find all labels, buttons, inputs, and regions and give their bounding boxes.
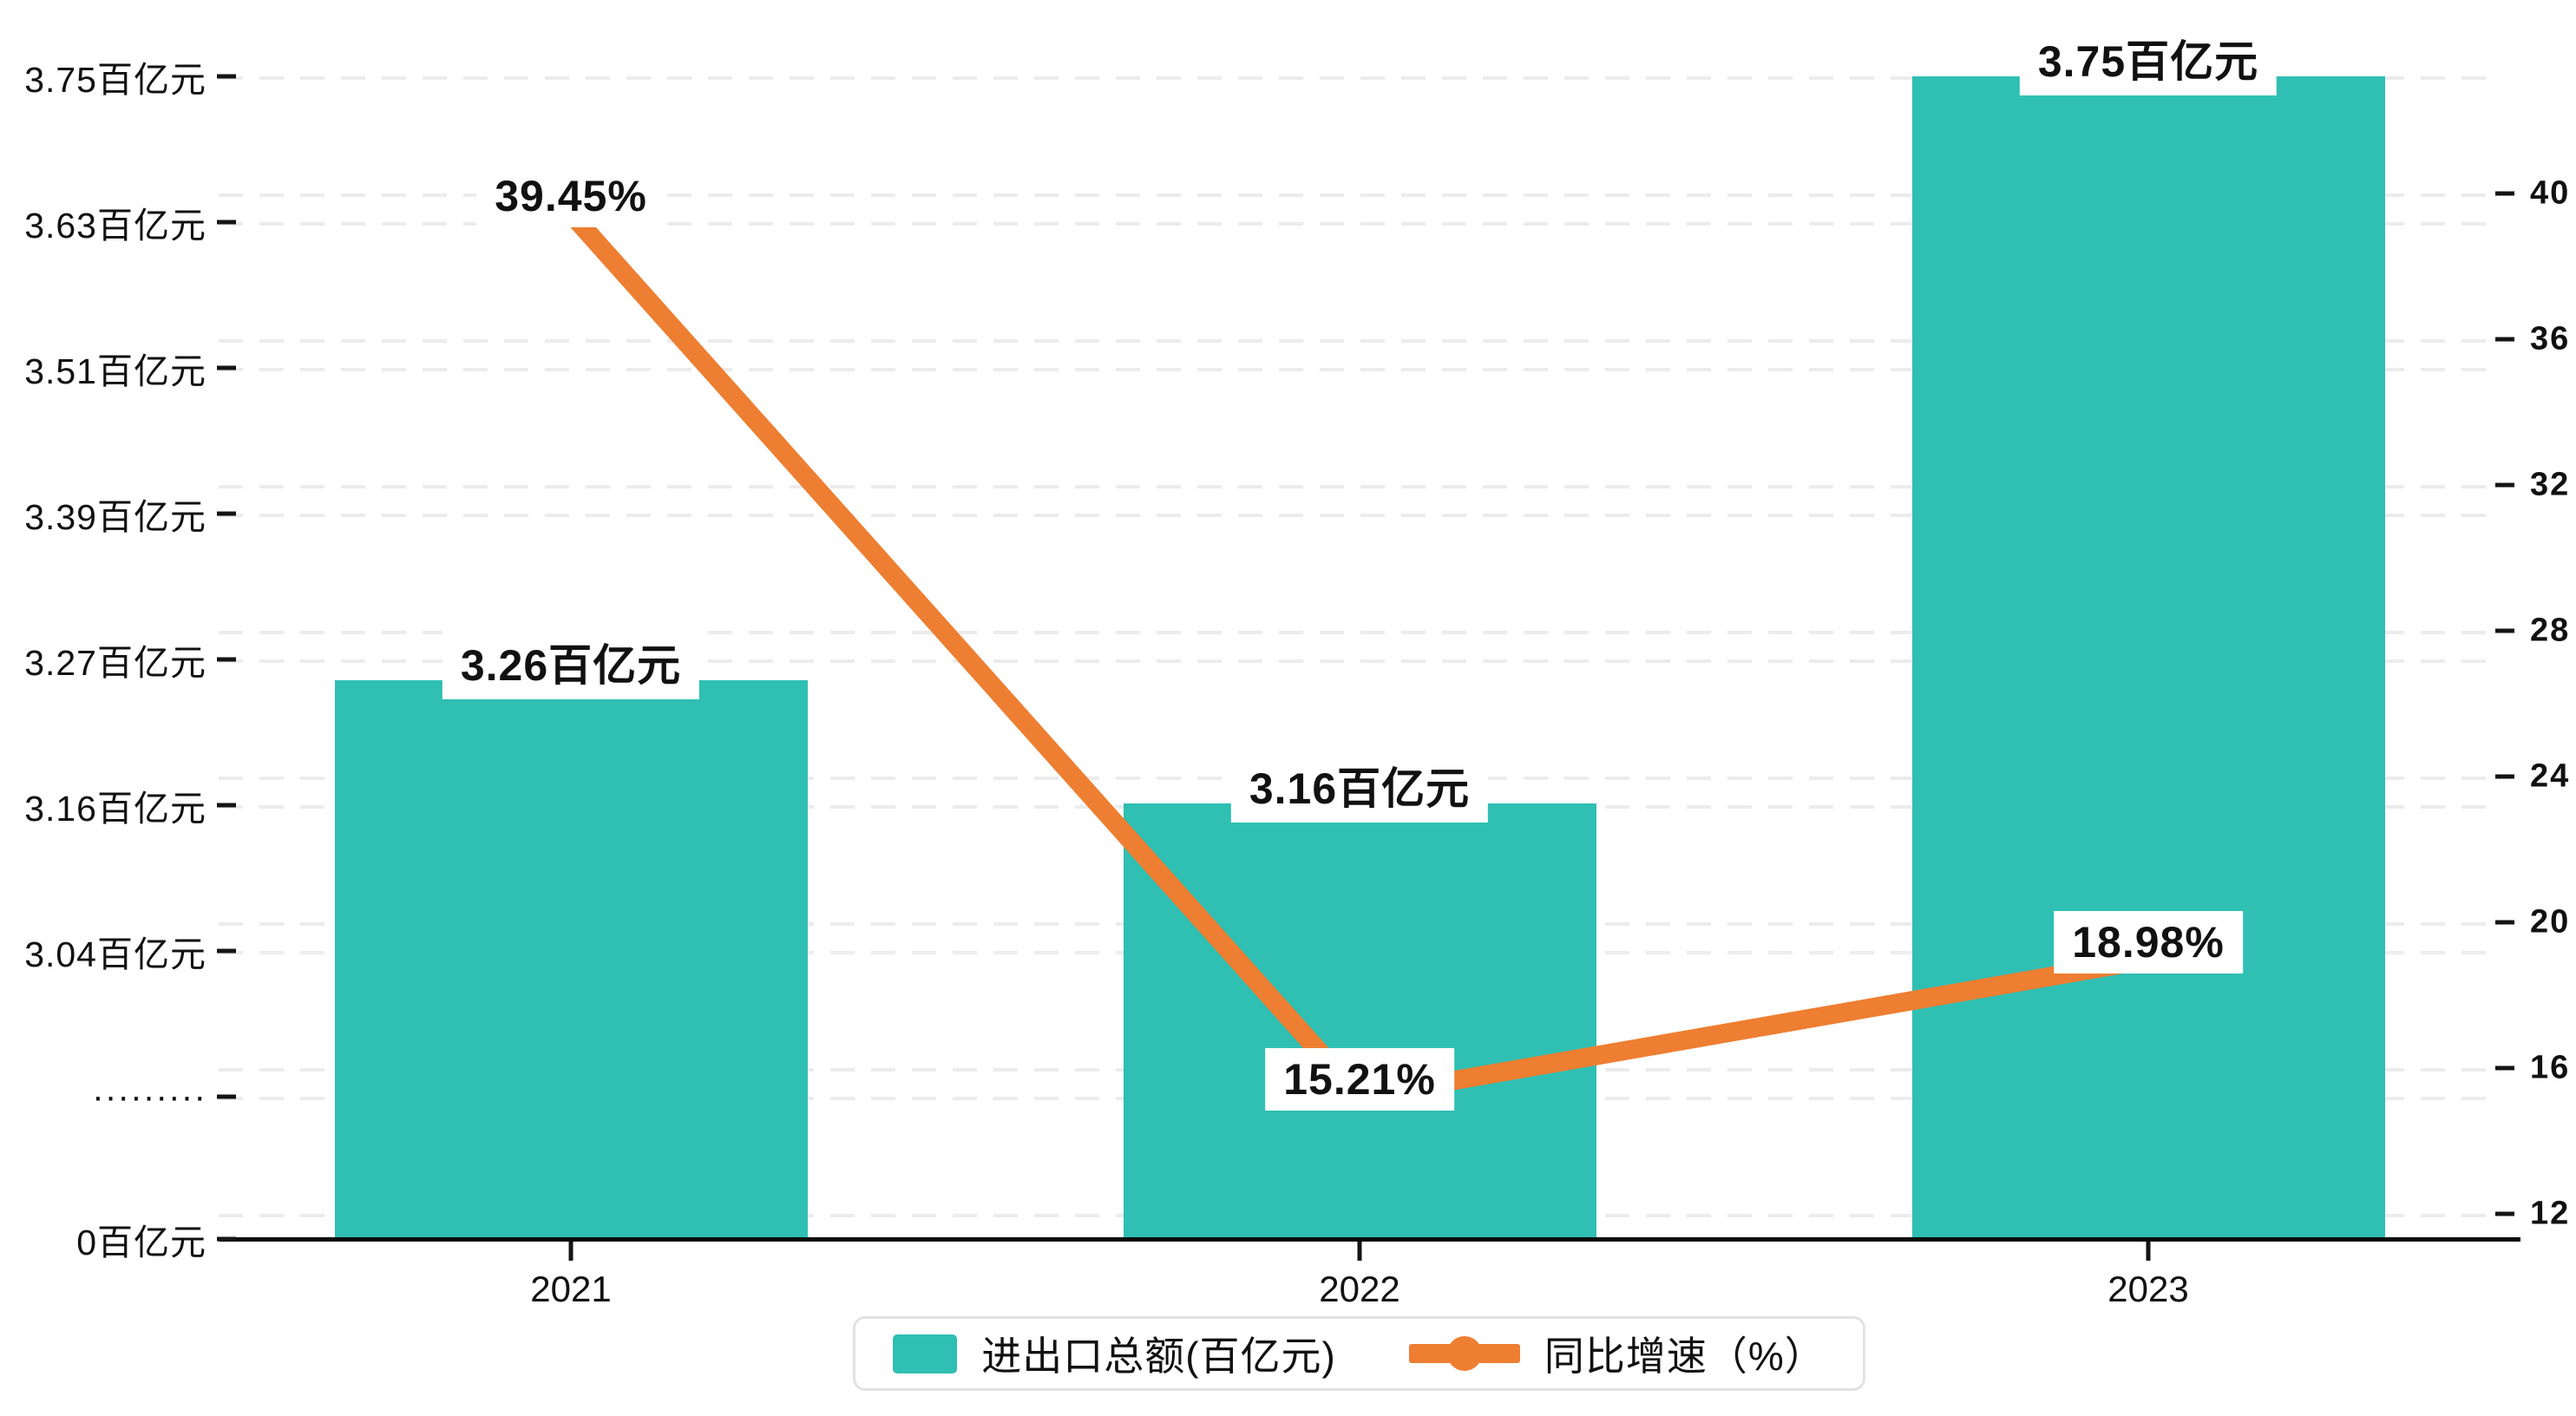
right-axis-tick-mark	[2495, 1065, 2514, 1071]
left-axis-tick-mark	[217, 1236, 236, 1242]
line-series-marker-icon	[1408, 1336, 1520, 1371]
right-axis-tick-mark	[2495, 774, 2514, 779]
gridline-right-axis	[219, 631, 2499, 634]
right-axis-tick-mark	[2495, 1211, 2514, 1216]
left-axis-tick-label: 0百亿元	[76, 1223, 206, 1262]
right-axis-tick-mark	[2495, 628, 2514, 633]
gridline-right-axis	[219, 339, 2499, 343]
x-axis-label-2022: 2022	[1319, 1268, 1400, 1309]
gridline-right-axis	[219, 485, 2499, 488]
right-axis-tick-label: 16	[2530, 1049, 2571, 1086]
right-axis-tick-label: 36	[2530, 320, 2571, 357]
bar-value-label-2022: 3.16百亿元	[1230, 748, 1489, 823]
left-axis-tick-mark	[217, 948, 236, 954]
left-axis-tick-mark	[217, 74, 236, 79]
x-axis-tick-mark	[568, 1242, 574, 1261]
right-axis-tick-mark	[2495, 920, 2514, 925]
legend-item-yoy-growth[interactable]: 同比增速（%）	[1408, 1325, 1825, 1382]
gridline-left-axis	[219, 222, 2499, 226]
legend-item-label: 同比增速（%）	[1544, 1334, 1825, 1379]
left-axis-tick-mark	[217, 365, 236, 370]
left-axis-tick-mark	[217, 657, 236, 662]
left-axis-tick-label: 3.27百亿元	[24, 643, 206, 683]
right-axis-tick-label: 20	[2530, 903, 2571, 941]
bar-series-swatch-icon	[893, 1334, 958, 1373]
right-axis-tick-label: 24	[2530, 757, 2571, 795]
bar-value-label-2021: 3.26百亿元	[442, 625, 700, 699]
left-axis-tick-label: 3.63百亿元	[24, 206, 206, 246]
left-axis-tick-label: 3.04百亿元	[24, 934, 206, 974]
right-axis-tick-mark	[2495, 191, 2514, 196]
bar-2022	[1124, 803, 1596, 1239]
right-axis-tick-mark	[2495, 482, 2514, 488]
left-axis-tick-label: ·········	[92, 1076, 206, 1117]
line-value-label-2023: 18.98%	[2054, 911, 2243, 974]
left-axis-tick-label: 3.75百亿元	[24, 60, 206, 100]
x-axis-label-2023: 2023	[2107, 1268, 2189, 1309]
right-axis-tick-label: 12	[2530, 1195, 2571, 1232]
left-axis-tick-label: 3.16百亿元	[24, 789, 206, 829]
line-value-label-2022: 15.21%	[1265, 1048, 1454, 1111]
legend-item-import-export-total[interactable]: 进出口总额(百亿元)	[893, 1325, 1336, 1382]
x-axis-tick-mark	[1357, 1242, 1362, 1261]
left-axis-tick-mark	[217, 803, 236, 808]
right-axis-tick-mark	[2495, 337, 2514, 342]
legend-item-label: 进出口总额(百亿元)	[981, 1334, 1336, 1379]
bar-value-label-2023: 3.75百亿元	[2019, 21, 2278, 95]
line-value-label-2021: 39.45%	[476, 165, 665, 227]
left-axis-tick-mark	[217, 511, 236, 516]
right-axis-tick-label: 28	[2530, 612, 2571, 649]
right-axis-tick-label: 32	[2530, 466, 2571, 503]
x-axis-line	[219, 1237, 2520, 1242]
left-axis-tick-mark	[217, 1094, 236, 1099]
left-axis-tick-mark	[217, 220, 236, 225]
gridline-left-axis	[219, 368, 2499, 371]
gridline-left-axis	[219, 659, 2499, 663]
left-axis-tick-label: 3.51百亿元	[24, 351, 206, 391]
growth-rate-line	[563, 206, 2150, 1108]
gridline-left-axis	[219, 514, 2499, 517]
x-axis-tick-mark	[2146, 1242, 2151, 1261]
legend: 进出口总额(百亿元) 同比增速（%）	[853, 1316, 1865, 1391]
gridline-right-axis	[219, 193, 2499, 197]
left-axis-tick-label: 3.39百亿元	[24, 497, 206, 537]
gridline-left-axis	[219, 76, 2499, 80]
bar-2021	[335, 680, 808, 1239]
x-axis-label-2021: 2021	[530, 1268, 612, 1309]
right-axis-tick-label: 40	[2530, 174, 2571, 212]
bar-2023	[1912, 76, 2385, 1239]
